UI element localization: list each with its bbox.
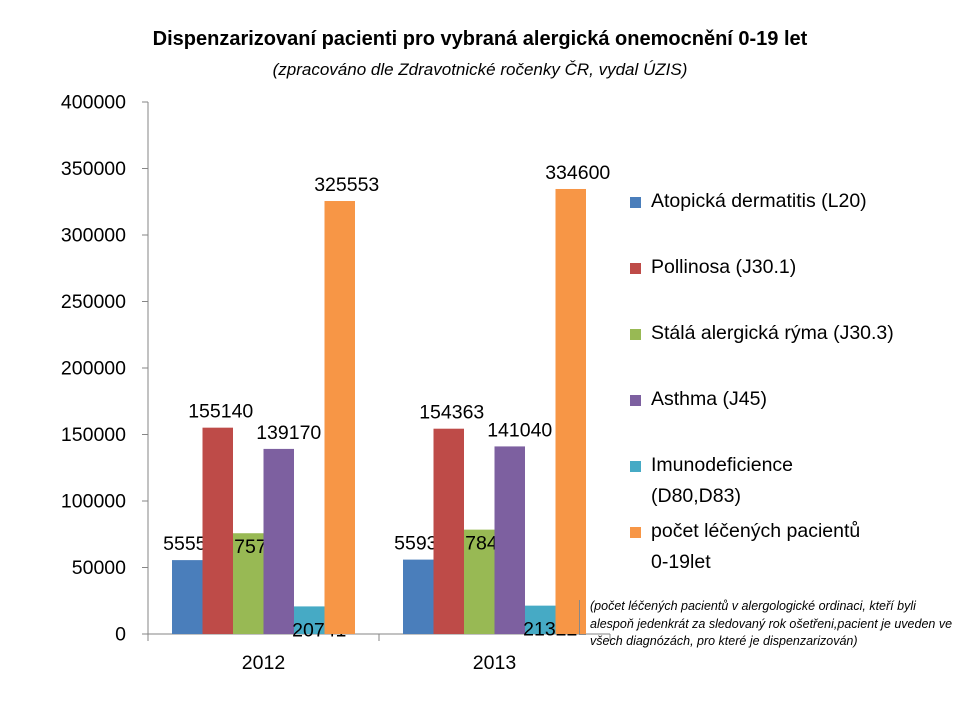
legend-item: Stálá alergická rýma (J30.3) — [630, 318, 894, 349]
bar — [433, 428, 464, 634]
legend-swatch — [630, 263, 641, 274]
legend-label: Pollinosa (J30.1) — [651, 256, 797, 278]
legend-item: Asthma (J45) — [630, 384, 767, 415]
legend-label: Asthma (J45) — [651, 388, 767, 410]
bar — [464, 529, 495, 634]
y-tick-label: 400000 — [61, 92, 126, 114]
y-tick-label: 200000 — [61, 358, 126, 380]
legend-swatch — [630, 461, 641, 472]
legend-item: počet léčených pacientů 0-19let — [630, 516, 860, 578]
bar — [555, 188, 586, 634]
chart-title: Dispenzarizovaní pacienti pro vybraná al… — [152, 28, 808, 50]
bar — [294, 606, 325, 634]
legend-swatch — [630, 395, 641, 406]
bar — [172, 560, 203, 634]
x-tick-label: 2012 — [242, 652, 285, 674]
y-tick-label: 150000 — [61, 424, 126, 446]
legend-swatch — [630, 197, 641, 208]
bar — [494, 446, 525, 634]
y-tick-label: 300000 — [61, 225, 126, 247]
y-tick-label: 0 — [115, 624, 126, 646]
legend-swatch — [630, 329, 641, 340]
bar — [324, 201, 355, 634]
legend-label: počet léčených pacientů 0-19let — [651, 520, 861, 573]
legend-label: Atopická dermatitis (L20) — [651, 190, 867, 212]
data-label: 325553 — [314, 174, 379, 196]
data-label: 141040 — [487, 419, 552, 441]
data-label: 334600 — [545, 162, 610, 184]
legend-item: Atopická dermatitis (L20) — [630, 186, 867, 217]
legend-swatch — [630, 527, 641, 538]
y-tick-label: 250000 — [61, 291, 126, 313]
bar — [202, 427, 233, 634]
legend-item: Pollinosa (J30.1) — [630, 252, 796, 283]
legend-item: Imunodeficience (D80,D83) — [630, 450, 793, 512]
legend-label: Stálá alergická rýma (J30.3) — [651, 322, 894, 344]
legend-label: Imunodeficience (D80,D83) — [651, 454, 794, 507]
data-label: 139170 — [256, 422, 321, 444]
bar — [263, 448, 294, 634]
chart-subtitle: (zpracováno dle Zdravotnické ročenky ČR,… — [272, 60, 688, 79]
y-tick-label: 50000 — [72, 557, 126, 579]
bar — [233, 533, 264, 634]
footnote: (počet léčených pacientů v alergologické… — [590, 599, 953, 648]
y-tick-label: 350000 — [61, 158, 126, 180]
data-label: 154363 — [419, 402, 484, 424]
x-tick-label: 2013 — [473, 652, 516, 674]
data-label: 155140 — [188, 401, 253, 423]
y-tick-label: 100000 — [61, 491, 126, 513]
bar — [525, 605, 556, 634]
bar — [403, 559, 434, 634]
note-bracket — [579, 600, 586, 635]
